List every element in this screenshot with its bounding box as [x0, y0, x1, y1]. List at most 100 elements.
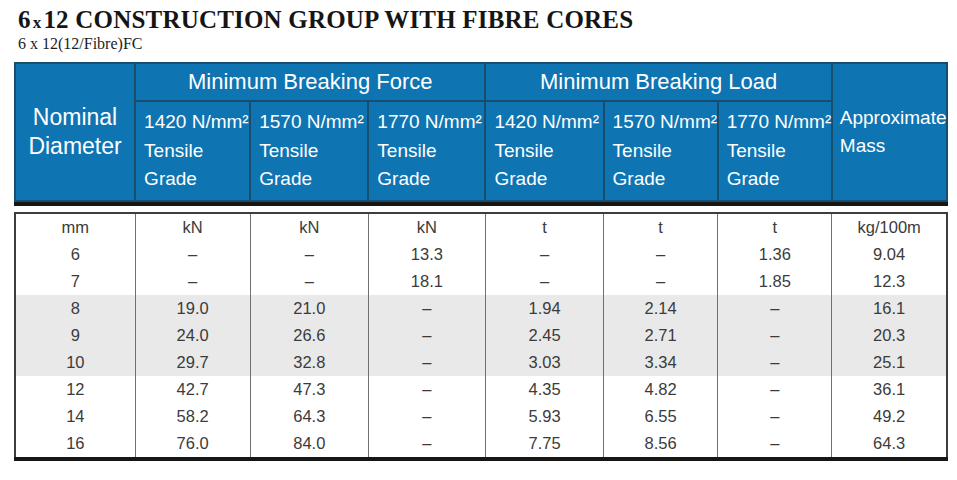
table-row: 7 – – 18.1 – – 1.85 12.3: [15, 268, 947, 295]
grade-strength-label: 1420 N/mm²: [494, 108, 600, 137]
cell-diameter: 12: [15, 376, 135, 403]
cell-load-1770: –: [718, 403, 832, 430]
cell-load-1770: t: [718, 213, 832, 241]
grade-tensile-label: Tensile: [494, 137, 600, 166]
cell-mass: 25.1: [832, 349, 947, 376]
cell-diameter: mm: [15, 213, 135, 241]
grade-tensile-label: Tensile: [727, 137, 829, 166]
cell-load-1420: –: [485, 241, 603, 268]
grade-grade-label: Grade: [727, 165, 829, 194]
cell-load-1420: 1.94: [485, 295, 603, 322]
cell-diameter: 16: [15, 430, 135, 459]
cell-load-1770: –: [718, 322, 832, 349]
cell-diameter: 7: [15, 268, 135, 295]
cell-force-1770: –: [368, 403, 485, 430]
cell-load-1570: 2.14: [604, 295, 718, 322]
tensile-grade-header-cell: 1420 N/mm² Tensile Grade: [135, 101, 250, 201]
cell-force-1420: 24.0: [135, 322, 250, 349]
tensile-grade-header-cell: 1570 N/mm² Tensile Grade: [250, 101, 368, 201]
grade-grade-label: Grade: [613, 165, 715, 194]
grade-grade-label: Grade: [377, 165, 482, 194]
title-number: 6: [18, 6, 31, 33]
cell-load-1570: –: [604, 268, 718, 295]
construction-designation: 6 x 12(12/Fibre)FC: [18, 35, 957, 53]
cell-force-1570: 26.6: [250, 322, 368, 349]
breaking-force-group-header: Minimum Breaking Force: [135, 63, 485, 101]
cell-force-1570: 47.3: [250, 376, 368, 403]
cell-load-1570: –: [604, 241, 718, 268]
spec-table-header: Nominal Diameter Minimum Breaking Force …: [14, 62, 948, 202]
cell-force-1570: 32.8: [250, 349, 368, 376]
table-header-wrap: Nominal Diameter Minimum Breaking Force …: [14, 62, 948, 206]
cell-force-1570: –: [250, 268, 368, 295]
cell-load-1770: –: [718, 295, 832, 322]
grade-tensile-label: Tensile: [377, 137, 482, 166]
grade-strength-label: 1570 N/mm²: [613, 108, 715, 137]
cell-load-1420: 4.35: [485, 376, 603, 403]
cell-force-1770: –: [368, 349, 485, 376]
cell-load-1420: 7.75: [485, 430, 603, 459]
cell-mass: 64.3: [832, 430, 947, 459]
table-row: 10 29.7 32.8 – 3.03 3.34 – 25.1: [15, 349, 947, 376]
grade-strength-label: 1770 N/mm²: [377, 108, 482, 137]
cell-diameter: 9: [15, 322, 135, 349]
grade-grade-label: Grade: [494, 165, 600, 194]
cell-load-1770: –: [718, 349, 832, 376]
page-title: 6x12 CONSTRUCTION GROUP WITH FIBRE CORES: [18, 6, 957, 34]
breaking-load-group-header: Minimum Breaking Load: [485, 63, 831, 101]
cell-load-1770: –: [718, 376, 832, 403]
table-row: mm kN kN kN t t t kg/100m: [15, 213, 947, 241]
tensile-grade-header-cell: 1570 N/mm² Tensile Grade: [604, 101, 718, 201]
tensile-grade-header-cell: 1770 N/mm² Tensile Grade: [718, 101, 832, 201]
cell-force-1770: kN: [368, 213, 485, 241]
grade-tensile-label: Tensile: [613, 137, 715, 166]
tensile-grade-header-cell: 1420 N/mm² Tensile Grade: [485, 101, 603, 201]
cell-load-1570: 3.34: [604, 349, 718, 376]
cell-force-1770: –: [368, 295, 485, 322]
table-row: 14 58.2 64.3 – 5.93 6.55 – 49.2: [15, 403, 947, 430]
cell-load-1570: t: [604, 213, 718, 241]
cell-mass: 12.3: [832, 268, 947, 295]
cell-load-1570: 8.56: [604, 430, 718, 459]
cell-load-1570: 2.71: [604, 322, 718, 349]
cell-force-1420: 19.0: [135, 295, 250, 322]
cell-force-1570: 84.0: [250, 430, 368, 459]
cell-load-1770: 1.36: [718, 241, 832, 268]
cell-force-1420: –: [135, 241, 250, 268]
cell-mass: 36.1: [832, 376, 947, 403]
grade-tensile-label: Tensile: [259, 137, 365, 166]
grade-tensile-label: Tensile: [144, 137, 247, 166]
multiplication-sign: x: [31, 13, 44, 32]
header-grade-row: 1420 N/mm² Tensile Grade 1570 N/mm² Tens…: [15, 101, 947, 201]
cell-diameter: 8: [15, 295, 135, 322]
cell-force-1770: –: [368, 322, 485, 349]
table-row: 8 19.0 21.0 – 1.94 2.14 – 16.1: [15, 295, 947, 322]
table-row: 16 76.0 84.0 – 7.75 8.56 – 64.3: [15, 430, 947, 459]
nominal-diameter-header: Nominal Diameter: [15, 63, 135, 201]
cell-mass: 20.3: [832, 322, 947, 349]
table-row: 12 42.7 47.3 – 4.35 4.82 – 36.1: [15, 376, 947, 403]
cell-load-1420: 5.93: [485, 403, 603, 430]
cell-mass: 49.2: [832, 403, 947, 430]
table-row: 9 24.0 26.6 – 2.45 2.71 – 20.3: [15, 322, 947, 349]
grade-strength-label: 1420 N/mm²: [144, 108, 247, 137]
cell-mass: 9.04: [832, 241, 947, 268]
cell-load-1420: 2.45: [485, 322, 603, 349]
cell-force-1570: 64.3: [250, 403, 368, 430]
cell-force-1420: 29.7: [135, 349, 250, 376]
cell-force-1770: –: [368, 376, 485, 403]
cell-force-1420: 76.0: [135, 430, 250, 459]
cell-force-1570: 21.0: [250, 295, 368, 322]
cell-force-1770: 13.3: [368, 241, 485, 268]
tensile-grade-header-cell: 1770 N/mm² Tensile Grade: [368, 101, 485, 201]
cell-load-1570: 4.82: [604, 376, 718, 403]
cell-force-1570: –: [250, 241, 368, 268]
grade-grade-label: Grade: [144, 165, 247, 194]
title-rest: 12 CONSTRUCTION GROUP WITH FIBRE CORES: [43, 6, 633, 33]
cell-load-1770: 1.85: [718, 268, 832, 295]
header-group-row: Nominal Diameter Minimum Breaking Force …: [15, 63, 947, 101]
cell-load-1420: –: [485, 268, 603, 295]
cell-diameter: 10: [15, 349, 135, 376]
cell-force-1570: kN: [250, 213, 368, 241]
table-body: mm kN kN kN t t t kg/100m 6 – – 13.3 – –…: [15, 213, 947, 459]
